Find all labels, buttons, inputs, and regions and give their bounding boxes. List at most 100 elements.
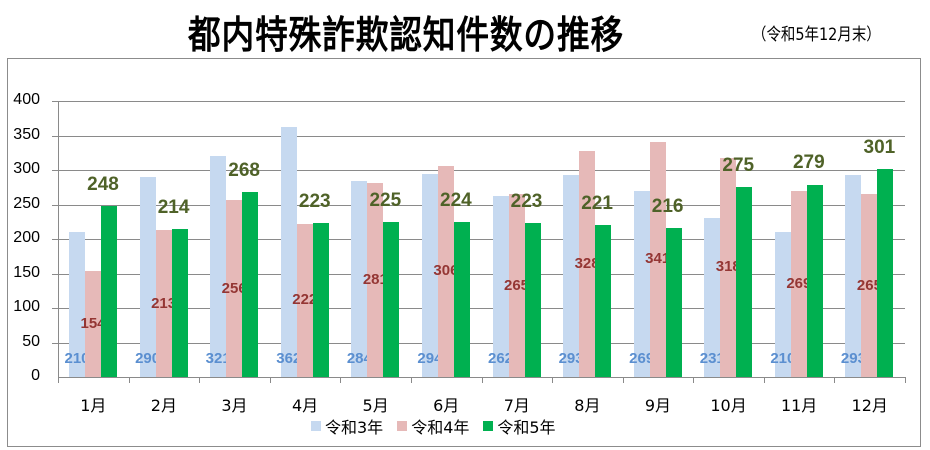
data-label-r4: 213	[151, 294, 177, 312]
data-label-r4: 154	[80, 314, 106, 332]
data-label-r4: 269	[786, 275, 812, 293]
legend-label: 令和5年	[497, 418, 556, 437]
x-category-label: 11月	[780, 396, 818, 415]
bar-r4	[226, 200, 243, 377]
bar-r4	[155, 230, 172, 377]
data-label-r5: 279	[792, 152, 825, 174]
bar-r4	[437, 165, 454, 377]
x-category-label: 3月	[221, 396, 248, 415]
bar-r5	[312, 223, 329, 377]
bar-r5	[242, 192, 259, 377]
legend-swatch-icon	[311, 421, 321, 431]
x-tick-mark	[482, 377, 483, 383]
x-tick-mark	[834, 377, 835, 383]
x-category-label: 12月	[851, 396, 888, 415]
data-label-r5: 223	[510, 191, 543, 213]
bar-r5	[171, 229, 188, 377]
x-category-label: 7月	[503, 396, 530, 415]
bar-r3	[351, 181, 368, 377]
legend-item-r5: 令和5年	[483, 414, 556, 438]
chart-frame	[7, 58, 921, 447]
bar-r3	[421, 174, 438, 377]
x-tick-mark	[693, 377, 694, 383]
legend-item-r4: 令和4年	[397, 414, 469, 438]
bar-r5	[595, 224, 612, 377]
x-axis-line	[58, 377, 905, 378]
x-category-label: 5月	[362, 396, 389, 415]
bar-r4	[296, 223, 313, 377]
x-category-label: 10月	[710, 396, 747, 415]
data-label-r4: 265	[503, 276, 530, 294]
x-category-label: 4月	[291, 396, 319, 415]
gridline	[52, 273, 905, 275]
bar-r3	[633, 191, 650, 377]
data-label-r3: 210	[770, 350, 796, 367]
plot-area: 210 154 248 290 213 214 321 256 268 362 222 223 284 2…	[52, 101, 906, 383]
data-label-r3: 293	[840, 350, 866, 367]
bar-r3	[280, 127, 297, 377]
data-label-r5: 221	[581, 192, 613, 214]
bar-r3	[210, 155, 227, 377]
bar-r3	[774, 232, 791, 377]
data-label-r4: 281	[362, 271, 388, 289]
legend-label: 令和4年	[411, 418, 470, 437]
bar-r4	[367, 183, 384, 377]
bar-r5	[453, 222, 470, 377]
bar-r4	[649, 141, 666, 377]
data-label-r4: 306	[433, 262, 459, 280]
bar-r4	[579, 150, 596, 377]
x-tick-mark	[623, 377, 624, 383]
data-label-r4: 222	[292, 291, 318, 309]
gridline	[52, 342, 905, 344]
x-tick-mark	[340, 377, 341, 383]
data-label-r3: 294	[417, 350, 443, 367]
gridline	[52, 101, 905, 102]
data-label-r4: 328	[574, 254, 600, 272]
x-tick-mark	[411, 377, 412, 383]
bar-r5	[665, 227, 682, 377]
data-label-r3: 262	[487, 350, 514, 367]
legend-item-r3: 令和3年	[311, 414, 383, 438]
data-label-r3: 231	[699, 350, 725, 367]
y-tick-label: 300	[13, 160, 40, 177]
data-label-r4: 318	[715, 258, 741, 276]
data-label-r3: 321	[205, 350, 231, 367]
bar-r3	[563, 174, 580, 377]
y-tick-label: 400	[13, 91, 40, 108]
bar-r5	[524, 223, 541, 377]
bar-r4	[790, 191, 807, 377]
bar-r4	[508, 194, 525, 377]
gridline	[52, 204, 905, 206]
y-tick-label: 350	[13, 125, 40, 143]
bar-r4	[85, 270, 101, 377]
data-label-r5: 301	[863, 137, 896, 159]
bar-r5	[806, 184, 823, 377]
bar-r3	[139, 176, 156, 377]
legend-label: 令和3年	[325, 418, 384, 437]
gridline	[52, 239, 905, 240]
chart-title: 都内特殊詐欺認知件数の推移	[188, 13, 625, 57]
y-tick-label: 200	[13, 229, 40, 246]
data-label-r5: 268	[228, 160, 260, 182]
data-label-r5: 224	[440, 190, 472, 212]
bar-r3	[704, 217, 721, 377]
y-tick-label: 0	[31, 367, 40, 384]
bar-r5	[736, 187, 753, 377]
data-label-r3: 284	[346, 350, 372, 367]
bar-r5	[101, 205, 117, 377]
x-tick-mark	[129, 377, 130, 383]
data-label-r4: 256	[221, 279, 247, 297]
gridline	[52, 308, 905, 309]
data-label-r3: 362	[276, 350, 302, 367]
chart-legend: 令和3年 令和4年 令和5年	[311, 415, 570, 437]
x-category-label: 2月	[150, 396, 177, 415]
data-label-r3: 290	[135, 350, 161, 367]
legend-swatch-icon	[397, 421, 408, 431]
data-label-r3: 293	[558, 350, 584, 367]
x-tick-mark	[905, 377, 906, 383]
data-label-r4: 265	[856, 276, 882, 294]
data-label-r3: 210	[64, 350, 90, 367]
data-label-r5: 248	[87, 173, 119, 195]
x-tick-mark	[270, 377, 271, 383]
x-category-label: 1月	[80, 396, 107, 415]
